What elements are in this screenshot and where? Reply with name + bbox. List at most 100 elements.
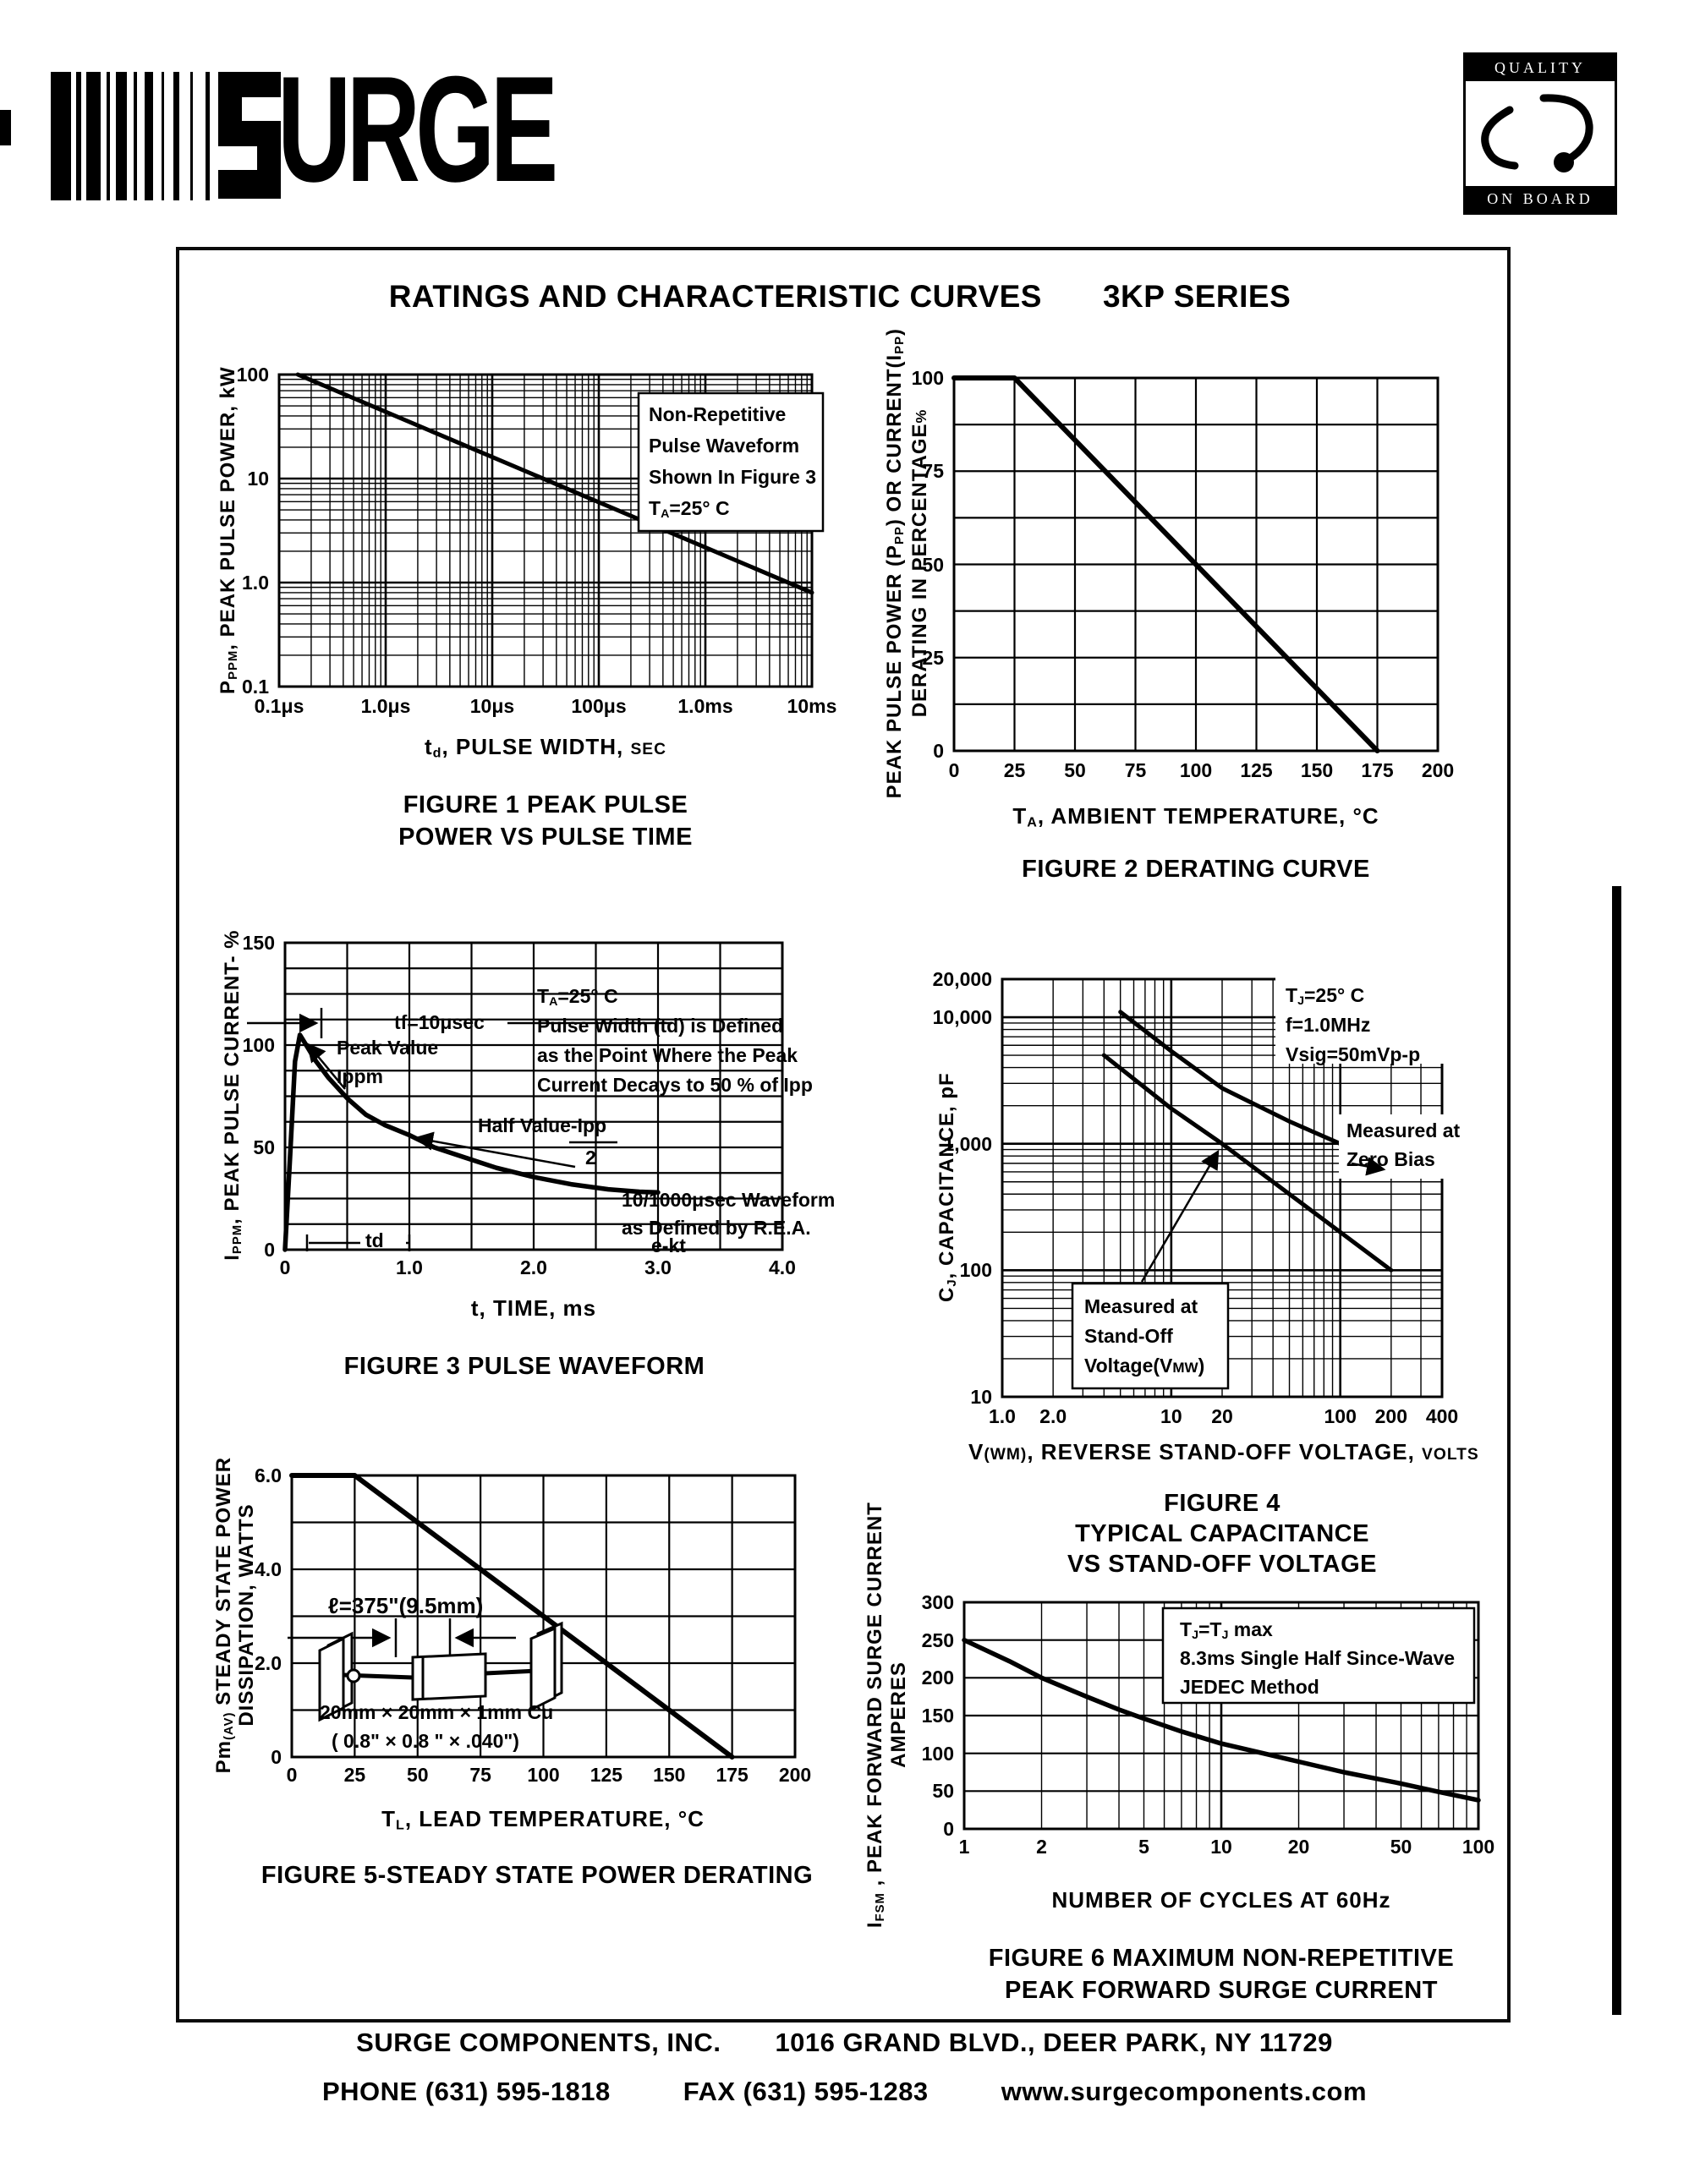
x-tick-label: 100μs bbox=[571, 695, 627, 717]
figure-1-caption: POWER VS PULSE TIME bbox=[398, 824, 693, 851]
figure-4-standoff-box bbox=[1071, 1282, 1230, 1390]
badge-emblem bbox=[1466, 81, 1615, 186]
series-pulse-waveform bbox=[282, 1032, 661, 1252]
scan-artifact-left-edge bbox=[0, 110, 11, 145]
figure-4-plot bbox=[1001, 977, 1464, 1399]
condition-line: as the Point Where the Peak bbox=[537, 1044, 798, 1066]
x-tick-label: 200 bbox=[778, 1764, 812, 1786]
footer-line-2: PHONE (631) 595-1818 FAX (631) 595-1283 … bbox=[0, 2077, 1689, 2107]
plot-border bbox=[952, 376, 1439, 753]
figure-3-x-axis-label: t, TIME, ms bbox=[470, 1295, 597, 1321]
rise-time-label: tf=10μsec bbox=[394, 1011, 485, 1033]
figure-3-caption: FIGURE 3 PULSE WAVEFORM bbox=[343, 1353, 705, 1380]
x-tick-label: 200 bbox=[1374, 1405, 1408, 1427]
figure-4-caption: TYPICAL CAPACITANCE bbox=[1075, 1520, 1369, 1547]
y-tick-label: 150 bbox=[921, 1705, 954, 1727]
device-drawing bbox=[318, 1621, 563, 1722]
peak-value-label: Ippm bbox=[337, 1065, 383, 1087]
y-tick-label: 200 bbox=[921, 1667, 954, 1689]
figure-2-caption: FIGURE 2 DERATING CURVE bbox=[1022, 856, 1370, 883]
y-tick-label: 100 bbox=[236, 364, 269, 386]
figure-6-x-axis-label: NUMBER OF CYCLES AT 60Hz bbox=[1051, 1887, 1391, 1913]
figure-4-caption: VS STAND-OFF VOLTAGE bbox=[1067, 1551, 1378, 1578]
y-tick-label: 6.0 bbox=[255, 1464, 282, 1486]
y-tick-label: 100 bbox=[921, 1742, 954, 1765]
condition-line: f=1.0MHz bbox=[1286, 1014, 1371, 1036]
figure-5-caption: FIGURE 5-STEADY STATE POWER DERATING bbox=[260, 1862, 814, 1889]
footer-line-1: SURGE COMPONENTS, INC. 1016 GRAND BLVD.,… bbox=[0, 2028, 1689, 2058]
figure-2: PEAK PULSE POWER (PPP) OR CURRENT(IPP) D… bbox=[846, 328, 1573, 896]
x-tick-label: 100 bbox=[1179, 759, 1213, 781]
x-tick-label: 25 bbox=[1003, 759, 1026, 781]
logo-bar bbox=[86, 72, 101, 200]
y-tick-label: 0 bbox=[943, 1818, 954, 1840]
figure-4-y-axis-label: CJ, CAPACITANCE, pF bbox=[935, 1072, 960, 1303]
x-tick-label: 1.0 bbox=[396, 1256, 423, 1278]
condition-line: JEDEC Method bbox=[1180, 1676, 1319, 1698]
logo-bar bbox=[134, 72, 137, 200]
x-tick-label: 50 bbox=[1390, 1836, 1412, 1858]
x-tick-label: 4.0 bbox=[769, 1256, 796, 1278]
condition-line: Pulse Width (td) is Defined bbox=[537, 1015, 784, 1037]
x-tick-label: 200 bbox=[1421, 759, 1455, 781]
pulse-width-label: td bbox=[365, 1229, 384, 1251]
x-tick-label: 1.0μs bbox=[360, 695, 411, 717]
condition-line: TJ=25° C bbox=[1286, 984, 1365, 1009]
plot-border bbox=[283, 941, 784, 1251]
x-tick-label: 150 bbox=[1300, 759, 1334, 781]
logo-bar bbox=[145, 72, 153, 200]
footer-fax: FAX (631) 595-1283 bbox=[683, 2077, 929, 2106]
plot-border bbox=[962, 1601, 1480, 1831]
series-peak-pulse-power bbox=[295, 372, 814, 595]
x-tick-label: 20 bbox=[1287, 1836, 1310, 1858]
zero-bias-label: Zero Bias bbox=[1346, 1148, 1435, 1170]
figure-6-plot bbox=[962, 1601, 1481, 1831]
y-tick-label: 20,000 bbox=[932, 968, 992, 990]
x-tick-label: 2.0 bbox=[520, 1256, 547, 1278]
x-tick-label: 0 bbox=[948, 759, 960, 781]
lead-length-label: ℓ=375"(9.5mm) bbox=[328, 1593, 484, 1618]
series-derating bbox=[951, 375, 1380, 753]
y-tick-label: 50 bbox=[932, 1780, 954, 1803]
y-tick-label: 100 bbox=[242, 1034, 275, 1056]
annotation-line: TA=25° C bbox=[649, 497, 730, 522]
figure-4: TJ=25° C f=1.0MHz Vsig=50mVp-p Measured … bbox=[846, 913, 1573, 1578]
surge-logo-bars bbox=[51, 72, 218, 200]
annotation-line: Non-Repetitive bbox=[649, 403, 787, 425]
lead-length-dimension bbox=[288, 1618, 516, 1657]
x-tick-label: 175 bbox=[1361, 759, 1394, 781]
x-tick-label: 0 bbox=[279, 1256, 291, 1278]
series-stand-off-voltage bbox=[1101, 1053, 1394, 1273]
y-tick-label: 10,000 bbox=[932, 1006, 992, 1029]
x-tick-label: 100 bbox=[527, 1764, 560, 1786]
logo-bar bbox=[173, 72, 179, 200]
figure-5-plot bbox=[288, 1473, 797, 1760]
logo-wordmark: URGE bbox=[277, 44, 558, 214]
figure-4-caption: FIGURE 4 bbox=[1164, 1490, 1280, 1517]
condition-line: 8.3ms Single Half Since-Wave bbox=[1180, 1647, 1456, 1669]
x-tick-label: 75 bbox=[469, 1764, 491, 1786]
figure-5: ℓ=375"(9.5mm) 20mm × 20mm × 1mm Cu ( 0.8… bbox=[203, 1437, 871, 1962]
x-tick-label: 125 bbox=[1240, 759, 1273, 781]
condition-line: Vsig=50mVp-p bbox=[1286, 1043, 1421, 1065]
logo-bar bbox=[206, 72, 210, 200]
y-tick-label: 100 bbox=[911, 367, 944, 389]
x-tick-label: 50 bbox=[406, 1764, 429, 1786]
y-tick-label: 1,000 bbox=[943, 1132, 992, 1155]
figure-4-zero-bias-bg bbox=[1339, 1114, 1464, 1179]
x-tick-label: 125 bbox=[590, 1764, 623, 1786]
page-title: RATINGS AND CHARACTERISTIC CURVES 3KP SE… bbox=[176, 279, 1504, 315]
annotation-line: Shown In Figure 3 bbox=[649, 466, 817, 488]
y-tick-label: 50 bbox=[922, 553, 944, 576]
figure-5-x-axis-label: TL, LEAD TEMPERATURE, °C bbox=[381, 1806, 705, 1833]
badge-top-label: QUALITY bbox=[1466, 55, 1615, 81]
x-tick-label: 75 bbox=[1124, 759, 1147, 781]
y-tick-label: 0 bbox=[264, 1239, 275, 1261]
condition-line: Current Decays to 50 % of Ipp bbox=[537, 1074, 813, 1096]
figure-3: tf=10μsec Peak Value Ippm TA=25° C Pulse… bbox=[195, 913, 871, 1404]
content-border-box bbox=[176, 247, 1511, 2023]
standoff-label: Stand-Off bbox=[1084, 1325, 1173, 1347]
figure-4-conditions-bg bbox=[1275, 977, 1456, 1064]
figure-4-annotation-lines bbox=[1140, 1149, 1386, 1283]
